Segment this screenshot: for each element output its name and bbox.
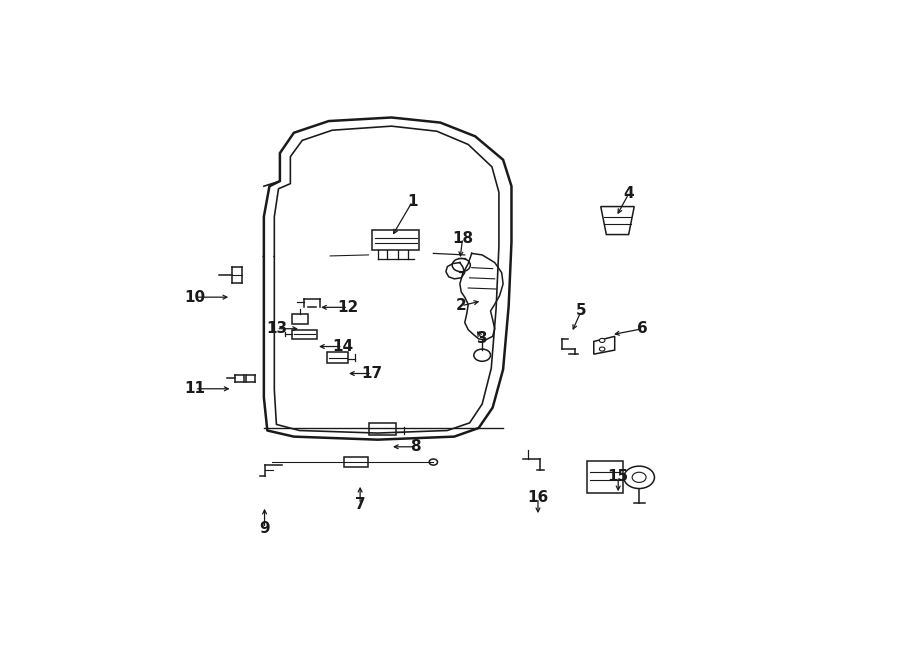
Polygon shape <box>594 336 615 354</box>
Text: 2: 2 <box>456 298 466 313</box>
Text: 12: 12 <box>338 300 359 315</box>
Text: 7: 7 <box>355 497 365 512</box>
Text: 6: 6 <box>637 321 648 336</box>
Text: 9: 9 <box>259 521 270 535</box>
Text: 17: 17 <box>362 366 382 381</box>
Circle shape <box>632 472 646 483</box>
Bar <box>587 461 623 492</box>
Circle shape <box>599 347 605 351</box>
Text: 3: 3 <box>477 331 488 346</box>
Bar <box>328 352 348 364</box>
Polygon shape <box>601 207 634 235</box>
Text: 10: 10 <box>184 290 205 305</box>
Text: 8: 8 <box>410 440 421 454</box>
Text: 11: 11 <box>184 381 205 397</box>
Bar <box>292 330 317 339</box>
Text: 5: 5 <box>576 303 587 319</box>
Circle shape <box>599 338 605 342</box>
Bar <box>292 315 308 324</box>
Circle shape <box>429 459 437 465</box>
Text: 15: 15 <box>608 469 629 484</box>
Bar <box>369 424 396 434</box>
Bar <box>372 231 419 250</box>
Circle shape <box>473 349 491 362</box>
Text: 18: 18 <box>452 231 473 246</box>
Text: 4: 4 <box>624 186 634 202</box>
Bar <box>344 457 368 467</box>
Text: 13: 13 <box>266 321 287 336</box>
Circle shape <box>452 258 471 272</box>
Text: 16: 16 <box>527 490 549 505</box>
Text: 1: 1 <box>407 194 418 209</box>
Circle shape <box>624 466 654 488</box>
Text: 14: 14 <box>332 339 353 354</box>
